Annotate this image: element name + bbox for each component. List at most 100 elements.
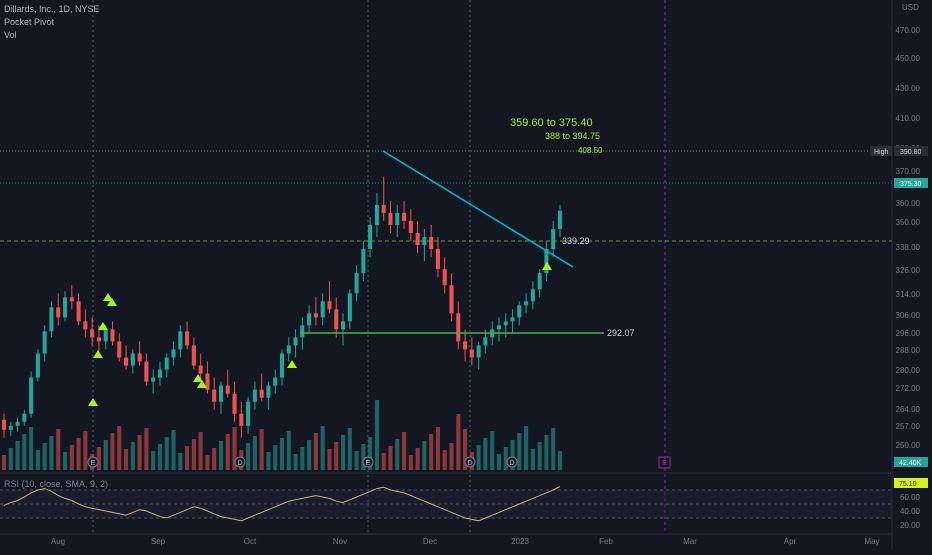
candle-body: [198, 365, 203, 374]
volume-bar: [402, 432, 407, 470]
volume-bar: [496, 454, 502, 470]
candle-body: [381, 204, 386, 213]
candle-body: [157, 369, 162, 378]
volume-bar: [198, 432, 203, 470]
candle-body: [449, 285, 454, 314]
volume-bar: [510, 440, 515, 470]
candle-body: [212, 389, 217, 402]
candle-body: [218, 385, 224, 402]
volume-bar: [130, 442, 135, 470]
volume-bar: [395, 439, 400, 470]
candle-body: [246, 401, 251, 426]
last-price-label: 375.30: [900, 181, 922, 188]
volume-bar: [381, 453, 386, 470]
volume-bar: [388, 446, 393, 470]
candle-body: [354, 273, 359, 294]
candle-body: [273, 377, 278, 386]
volume-bar: [29, 427, 34, 470]
volume-bar: [368, 437, 373, 470]
volume-bar: [347, 428, 352, 470]
volume-bar: [56, 429, 61, 470]
price-tick-label: 306.00: [896, 311, 921, 320]
candle-body: [307, 313, 312, 326]
volume-bar: [544, 435, 549, 470]
price-tick-label: 257.00: [896, 422, 921, 431]
candle-body: [1, 419, 7, 430]
volume-bar: [76, 438, 81, 470]
volume-bar: [157, 444, 162, 470]
price-tick-label: 370.00: [896, 167, 921, 176]
candle-body: [347, 293, 352, 322]
volume-bar: [117, 426, 122, 470]
candle-body: [22, 413, 27, 422]
event-badge: [506, 456, 518, 468]
target-annotation-3: 408.50: [578, 146, 603, 155]
volume-bar: [212, 448, 217, 470]
candle-body: [225, 385, 230, 394]
volume-bar: [273, 445, 278, 470]
volume-bar: [42, 443, 47, 470]
time-tick-label: Nov: [333, 537, 347, 546]
candle-body: [151, 377, 156, 382]
pocket-pivot-arrow: [107, 298, 117, 306]
price-tick-label: 338.00: [896, 243, 921, 252]
candle-body: [76, 301, 81, 322]
volume-bar: [103, 440, 108, 470]
volume-bar: [320, 426, 325, 470]
candle-body: [49, 307, 54, 332]
event-badge: [87, 456, 99, 468]
volume-bar: [218, 441, 224, 470]
candle-body: [164, 357, 169, 370]
price-tick-label: 430.00: [896, 84, 921, 93]
candle-body: [252, 389, 257, 402]
candle-body: [463, 341, 468, 350]
candle-body: [117, 341, 122, 358]
candle-body: [171, 349, 176, 358]
candle-body: [15, 421, 20, 426]
candle-body: [232, 393, 237, 414]
candle-body: [320, 301, 325, 318]
volume-bar: [252, 436, 257, 470]
candle-body: [456, 313, 461, 342]
price-tick-label: 250.00: [896, 441, 921, 450]
pocket-pivot-arrow: [542, 262, 552, 270]
candle-body: [90, 329, 95, 338]
candle-body: [530, 289, 535, 302]
candle-body: [327, 301, 332, 310]
volume-bar: [49, 436, 54, 470]
candle-body: [361, 249, 366, 274]
candle-body: [435, 249, 440, 270]
candle-body: [395, 212, 400, 225]
candle-body: [503, 321, 508, 326]
volume-bar: [151, 451, 156, 470]
volume-bar: [286, 431, 291, 470]
volume-bar: [361, 444, 366, 470]
candle-body: [340, 321, 346, 330]
target-annotation-1: 359.60 to 375.40: [510, 117, 593, 129]
volume-bar: [456, 414, 461, 470]
rsi-value-badge: [894, 478, 928, 488]
volume-bar: [171, 430, 176, 470]
candle-body: [313, 313, 318, 318]
candle-body: [496, 325, 502, 330]
high-value-badge: [894, 146, 928, 156]
price-tick-label: 280.00: [896, 366, 921, 375]
price-tick-label: 288.00: [896, 346, 921, 355]
volume-bar: [435, 427, 440, 470]
candle-body: [524, 301, 529, 306]
volume-bar: [1, 455, 7, 470]
volume-bar: [517, 433, 522, 470]
volume-bar: [537, 442, 542, 470]
volume-bar: [408, 455, 413, 470]
candle-body: [442, 269, 447, 286]
high-badge-label: High: [874, 149, 889, 156]
volume-bar: [530, 449, 535, 470]
candle-body: [259, 389, 264, 398]
volume-bar: [503, 447, 508, 470]
target-annotation-2: 388 to 394.75: [545, 131, 600, 141]
candle-body: [8, 425, 13, 430]
volume-bar: [463, 429, 468, 470]
volume-bar: [490, 431, 495, 470]
